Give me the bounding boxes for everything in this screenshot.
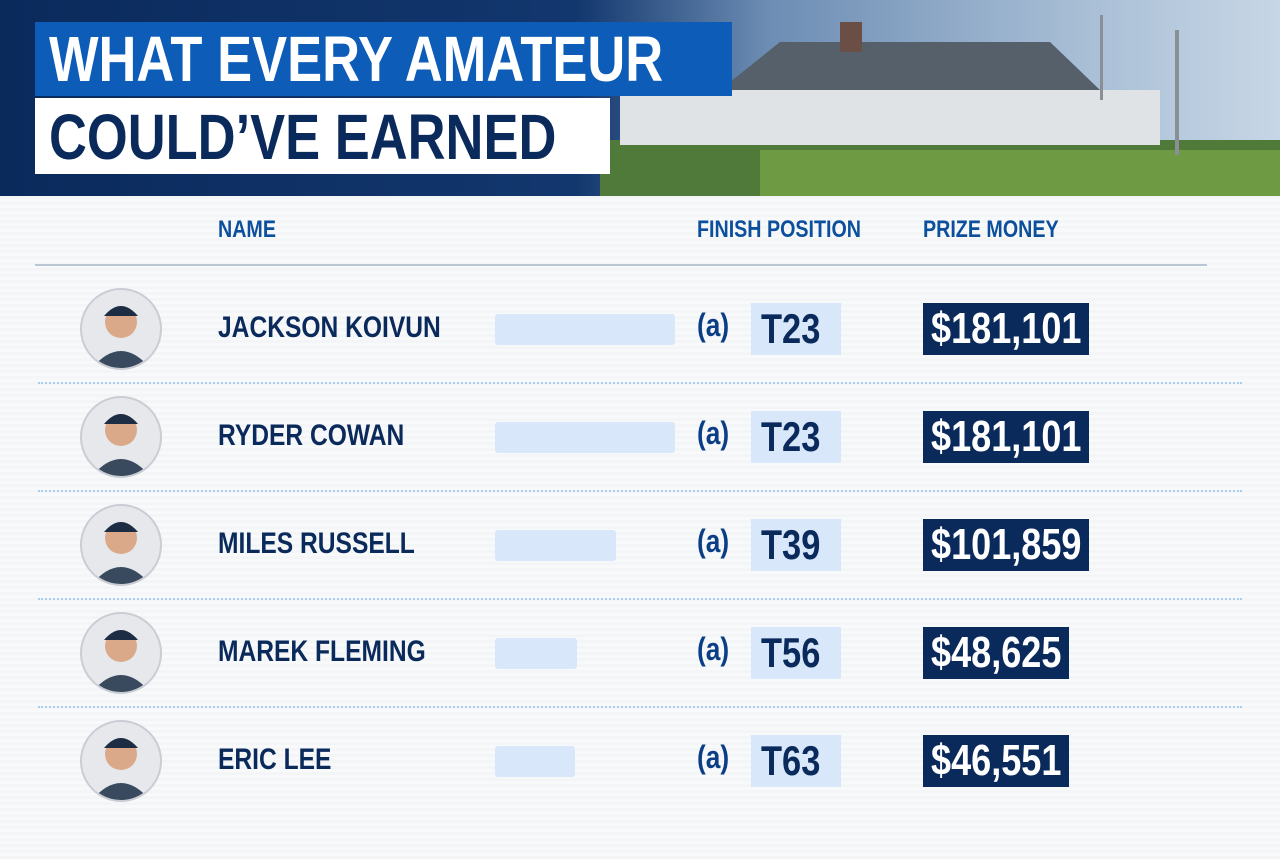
player-name-text: ERIC LEE <box>218 743 332 776</box>
finish-position-text: T63 <box>761 737 821 784</box>
prize-bar <box>495 746 575 777</box>
finish-position-text: T23 <box>761 305 821 352</box>
player-name-text: JACKSON KOIVUN <box>218 311 441 344</box>
player-name: MILES RUSSELL <box>218 527 458 561</box>
row-separator <box>38 598 1242 600</box>
prize-money: $101,859 <box>923 519 1090 571</box>
title-line1: WHAT EVERY AMATEUR <box>35 22 732 96</box>
column-header-text: NAME <box>218 216 276 243</box>
player-name: MAREK FLEMING <box>218 635 471 669</box>
finish-position: T23 <box>751 411 841 463</box>
prize-bar <box>495 638 577 669</box>
prize-money-text: $101,859 <box>931 520 1082 569</box>
title-text: COULD’VE EARNED <box>49 101 557 173</box>
amateur-status-text: (a) <box>697 739 730 775</box>
avatar <box>80 396 162 478</box>
column-header-text: FINISH POSITION <box>697 216 862 243</box>
row-separator <box>38 706 1242 708</box>
header-photo <box>600 15 1280 196</box>
column-header: FINISH POSITION <box>697 216 897 244</box>
prize-money-text: $48,625 <box>931 628 1062 677</box>
avatar-icon <box>92 414 150 476</box>
prize-money: $181,101 <box>923 411 1090 463</box>
avatar-icon <box>92 306 150 368</box>
title-line2: COULD’VE EARNED <box>35 98 610 174</box>
avatar-icon <box>92 630 150 692</box>
player-name: JACKSON KOIVUN <box>218 311 490 345</box>
avatar <box>80 288 162 370</box>
avatar <box>80 720 162 802</box>
prize-money-text: $46,551 <box>931 736 1062 785</box>
amateur-status-text: (a) <box>697 307 730 343</box>
amateur-status-text: (a) <box>697 631 730 667</box>
prize-money: $46,551 <box>923 735 1070 787</box>
player-name-text: MILES RUSSELL <box>218 527 415 560</box>
header: WHAT EVERY AMATEUR COULD’VE EARNED <box>0 0 1280 196</box>
prize-money: $48,625 <box>923 627 1070 679</box>
avatar <box>80 612 162 694</box>
player-name: RYDER COWAN <box>218 419 445 453</box>
avatar-icon <box>92 738 150 800</box>
finish-position: T63 <box>751 735 841 787</box>
finish-position-text: T39 <box>761 521 821 568</box>
amateur-status-text: (a) <box>697 523 730 559</box>
prize-bar <box>495 530 617 561</box>
finish-position: T56 <box>751 627 841 679</box>
row-separator <box>38 490 1242 492</box>
header-rule <box>35 264 1207 266</box>
column-header-text: PRIZE MONEY <box>923 216 1059 243</box>
row-separator <box>38 382 1242 384</box>
finish-position-text: T23 <box>761 413 821 460</box>
prize-bar <box>495 422 675 453</box>
amateur-status: (a) <box>697 415 736 452</box>
player-name-text: MAREK FLEMING <box>218 635 426 668</box>
prize-money-text: $181,101 <box>931 304 1082 353</box>
title-text: WHAT EVERY AMATEUR <box>49 23 664 95</box>
finish-position: T39 <box>751 519 841 571</box>
finish-position: T23 <box>751 303 841 355</box>
column-header: PRIZE MONEY <box>923 216 1088 244</box>
column-header: NAME <box>218 216 289 244</box>
amateur-status: (a) <box>697 739 736 776</box>
finish-position-text: T56 <box>761 629 821 676</box>
prize-bar <box>495 314 675 345</box>
avatar-icon <box>92 522 150 584</box>
amateur-status-text: (a) <box>697 415 730 451</box>
player-name: ERIC LEE <box>218 743 356 777</box>
amateur-status: (a) <box>697 523 736 560</box>
amateur-status: (a) <box>697 307 736 344</box>
amateur-status: (a) <box>697 631 736 668</box>
prize-money-text: $181,101 <box>931 412 1082 461</box>
avatar <box>80 504 162 586</box>
prize-money: $181,101 <box>923 303 1090 355</box>
player-name-text: RYDER COWAN <box>218 419 405 452</box>
